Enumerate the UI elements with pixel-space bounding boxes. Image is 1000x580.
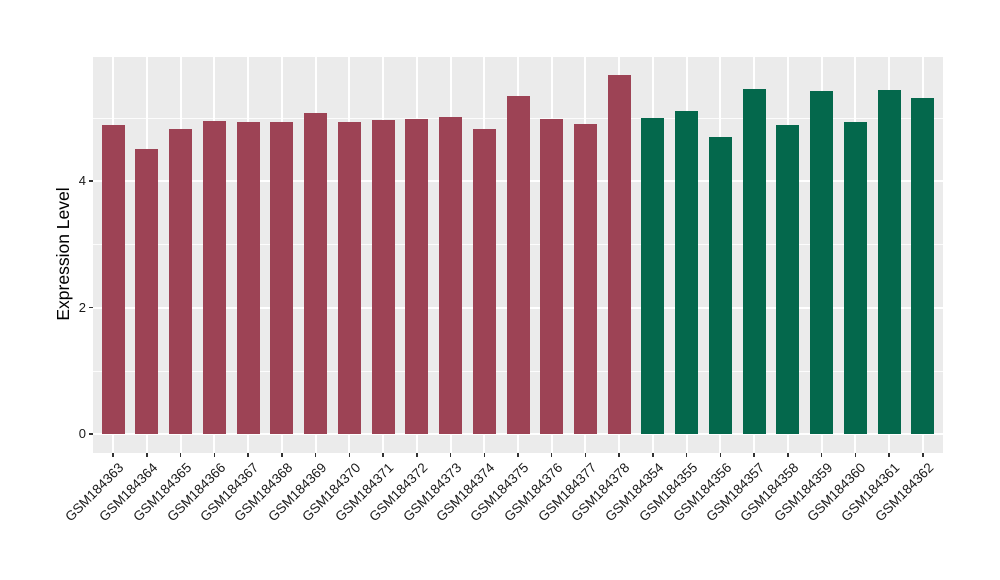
bar-GSM184355 xyxy=(675,110,699,434)
x-tick-mark xyxy=(854,453,857,457)
x-tick-mark xyxy=(888,453,890,457)
bar-GSM184354 xyxy=(641,117,665,434)
bar-GSM184377 xyxy=(573,124,597,434)
x-tick-mark xyxy=(247,453,249,457)
x-tick-mark xyxy=(483,453,486,457)
x-tick-mark xyxy=(281,453,283,457)
x-tick-mark xyxy=(652,453,654,457)
x-tick-mark xyxy=(314,453,317,457)
y-tick-mark xyxy=(89,306,93,309)
x-tick-mark xyxy=(922,453,924,457)
bar-GSM184368 xyxy=(270,121,294,434)
bar-GSM184367 xyxy=(236,121,260,434)
bar-GSM184366 xyxy=(202,120,226,434)
bar-GSM184369 xyxy=(304,112,328,434)
bar-GSM184358 xyxy=(776,124,800,434)
x-tick-mark xyxy=(382,453,384,457)
y-tick-mark xyxy=(89,180,93,182)
x-tick-mark xyxy=(348,453,351,457)
x-tick-mark xyxy=(820,453,823,457)
y-tick-mark xyxy=(89,433,93,435)
x-tick-mark xyxy=(146,453,148,457)
x-tick-mark xyxy=(550,453,553,457)
bar-GSM184360 xyxy=(843,122,867,434)
x-tick-mark xyxy=(685,453,688,457)
bar-GSM184365 xyxy=(169,129,193,434)
bar-GSM184361 xyxy=(877,89,901,434)
y-tick-label: 4 xyxy=(78,173,86,188)
x-tick-mark xyxy=(719,453,722,457)
bar-GSM184373 xyxy=(439,116,463,434)
bar-GSM184356 xyxy=(708,137,732,434)
y-tick-label: 2 xyxy=(78,299,86,315)
bar-GSM184376 xyxy=(540,119,564,434)
bar-GSM184374 xyxy=(472,129,496,434)
bar-GSM184359 xyxy=(810,90,834,434)
x-tick-mark xyxy=(449,453,452,457)
x-tick-mark xyxy=(618,453,620,457)
plot-area xyxy=(93,57,943,453)
x-tick-mark xyxy=(753,453,755,457)
bar-GSM184363 xyxy=(101,124,125,434)
x-tick-mark xyxy=(213,453,216,457)
x-tick-mark xyxy=(179,453,182,457)
bar-GSM184362 xyxy=(911,97,935,434)
y-tick-label: 0 xyxy=(78,426,86,441)
bar-GSM184375 xyxy=(506,95,530,434)
bar-GSM184364 xyxy=(135,149,159,434)
x-tick-mark xyxy=(517,453,519,457)
x-tick-mark xyxy=(584,453,587,457)
y-axis-title: Expression Level xyxy=(53,187,73,321)
x-tick-mark xyxy=(416,453,418,457)
x-tick-mark xyxy=(787,453,789,457)
bar-GSM184371 xyxy=(371,119,395,434)
bar-GSM184357 xyxy=(742,89,766,434)
x-tick-mark xyxy=(112,453,114,457)
bar-GSM184370 xyxy=(337,122,361,434)
bar-GSM184372 xyxy=(405,119,429,434)
bar-GSM184378 xyxy=(607,74,631,434)
